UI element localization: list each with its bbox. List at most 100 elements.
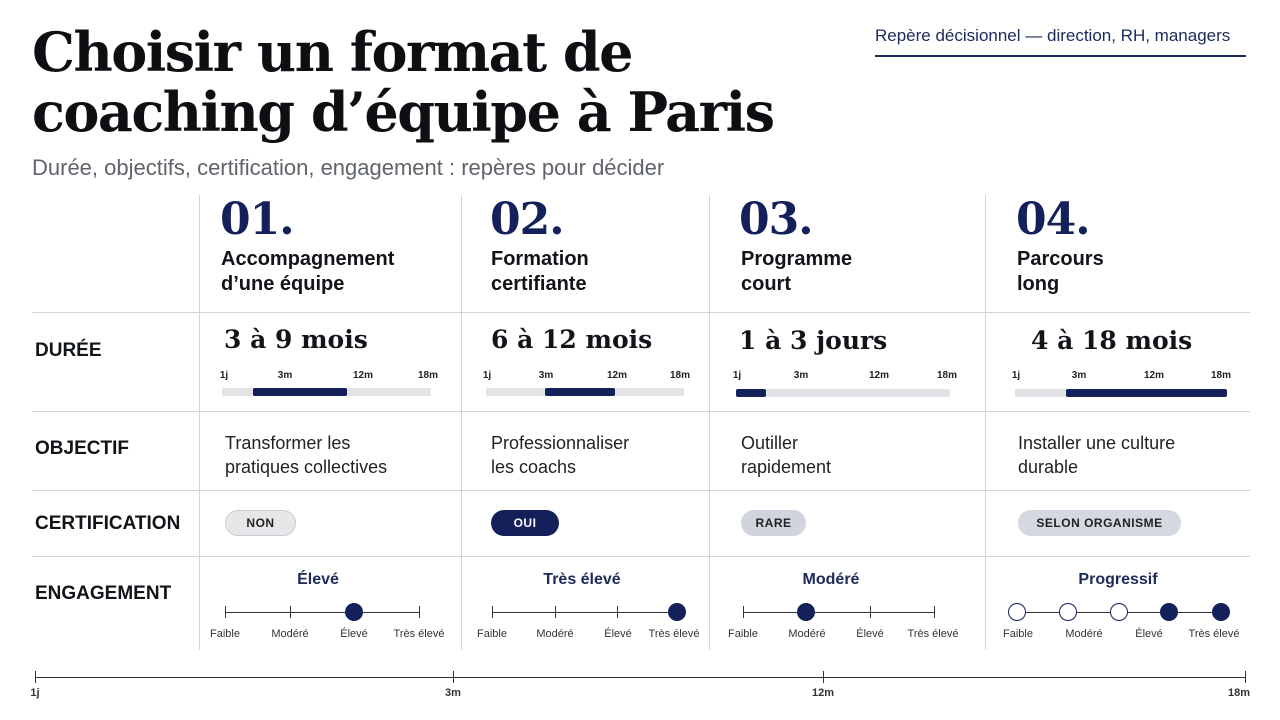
engagement-step-marker [1212, 603, 1230, 621]
axis-label: 1j [30, 687, 40, 699]
duration-track [222, 388, 431, 396]
page-title-line-2: coaching d’équipe à Paris [32, 80, 775, 144]
row-label-objectif: OBJECTIF [35, 438, 129, 459]
bottom-duration-axis [35, 677, 1245, 678]
duration-tick: 12m [606, 370, 628, 381]
scale-tick [555, 606, 556, 618]
scale-label: Modéré [536, 628, 574, 640]
duration-value: 1 à 3 jours [739, 326, 888, 355]
duration-track [736, 389, 950, 397]
axis-label: 18m [1227, 687, 1251, 699]
duration-tick: 3m [1071, 370, 1087, 381]
row-divider [32, 411, 1250, 412]
axis-label: 3m [445, 687, 461, 699]
duration-tick: 18m [669, 370, 691, 381]
objective-text: Transformer les pratiques collectives [225, 431, 387, 479]
duration-tick: 12m [1143, 370, 1165, 381]
engagement-step-marker [1110, 603, 1128, 621]
engagement-marker [345, 603, 363, 621]
duration-tick: 1j [732, 370, 742, 381]
scale-label: Très élevé [393, 628, 445, 640]
engagement-level-label: Progressif [1078, 571, 1158, 588]
duration-range-bar [253, 388, 348, 396]
duration-value: 4 à 18 mois [1031, 326, 1193, 355]
row-divider [32, 490, 1250, 491]
format-name-line-1: Formation [491, 248, 589, 270]
scale-label: Élevé [604, 628, 632, 640]
format-name-line-1: Parcours [1017, 248, 1104, 270]
objective-line-1: Installer une culture [1018, 433, 1176, 453]
duration-tick: 3m [538, 370, 554, 381]
format-name-line-2: d’une équipe [221, 273, 345, 295]
format-number: 02. [490, 194, 565, 245]
scale-label: Faible [477, 628, 507, 640]
column-divider [709, 195, 710, 650]
scale-tick [870, 606, 871, 618]
scale-label: Modéré [788, 628, 826, 640]
certification-badge: RARE [741, 510, 806, 536]
duration-tick: 18m [417, 370, 439, 381]
format-number: 03. [739, 194, 814, 245]
column-divider [461, 195, 462, 650]
page-subtitle: Durée, objectifs, certification, engagem… [32, 155, 665, 180]
engagement-scale-line [225, 612, 419, 613]
scale-label: Très élevé [907, 628, 959, 640]
objective-text: Professionnaliser les coachs [491, 431, 629, 479]
format-name-line-1: Programme [741, 248, 853, 270]
scale-tick [934, 606, 935, 618]
objective-text: Outiller rapidement [741, 431, 831, 479]
format-number: 04. [1016, 194, 1091, 245]
scale-label: Très élevé [1188, 628, 1240, 640]
scale-label: Faible [1003, 628, 1033, 640]
duration-tick: 18m [1210, 370, 1232, 381]
format-name-line-2: long [1017, 273, 1060, 295]
certification-badge: NON [225, 510, 296, 536]
objective-line-1: Transformer les [225, 433, 351, 453]
duration-range-bar [1065, 389, 1227, 397]
duration-tick: 1j [1011, 370, 1021, 381]
scale-label: Modéré [1065, 628, 1103, 640]
axis-tick [1245, 671, 1246, 683]
scale-tick [419, 606, 420, 618]
page-title: Choisir un format de coaching d’équipe à… [32, 22, 792, 142]
column-divider [199, 195, 200, 650]
engagement-level-label: Modéré [802, 571, 860, 588]
duration-tick: 18m [936, 370, 958, 381]
engagement-step-marker [1008, 603, 1026, 621]
objective-line-1: Outiller [741, 433, 799, 453]
axis-label: 12m [811, 687, 835, 699]
format-name: Parcours long [1017, 247, 1104, 297]
engagement-level-label: Très élevé [543, 571, 621, 588]
axis-tick [453, 671, 454, 683]
format-name: Accompagnement d’une équipe [221, 247, 394, 297]
duration-tick: 3m [793, 370, 809, 381]
column-divider [985, 195, 986, 650]
scale-tick [743, 606, 744, 618]
engagement-step-marker [1059, 603, 1077, 621]
scale-tick [225, 606, 226, 618]
row-label-duree: DURÉE [35, 340, 102, 361]
format-name-line-2: certifiante [491, 273, 587, 295]
duration-range-bar [545, 388, 615, 396]
duration-tick: 12m [868, 370, 890, 381]
scale-tick [617, 606, 618, 618]
scale-label: Élevé [340, 628, 368, 640]
duration-value: 3 à 9 mois [224, 325, 368, 354]
engagement-scale-line [743, 612, 934, 613]
objective-line-2: les coachs [491, 457, 577, 477]
format-number: 01. [220, 194, 295, 245]
engagement-step-marker [1160, 603, 1178, 621]
scale-tick [290, 606, 291, 618]
format-name-line-2: court [741, 273, 791, 295]
scale-label: Élevé [1135, 628, 1163, 640]
duration-tick: 3m [277, 370, 293, 381]
format-name: Programme court [741, 247, 852, 297]
engagement-marker [668, 603, 686, 621]
axis-tick [823, 671, 824, 683]
objective-text: Installer une culture durable [1018, 431, 1175, 479]
duration-track [486, 388, 684, 396]
scale-label: Faible [728, 628, 758, 640]
row-label-certification: CERTIFICATION [35, 513, 181, 534]
duration-range-bar [736, 389, 766, 397]
certification-badge: SELON ORGANISME [1018, 510, 1181, 536]
